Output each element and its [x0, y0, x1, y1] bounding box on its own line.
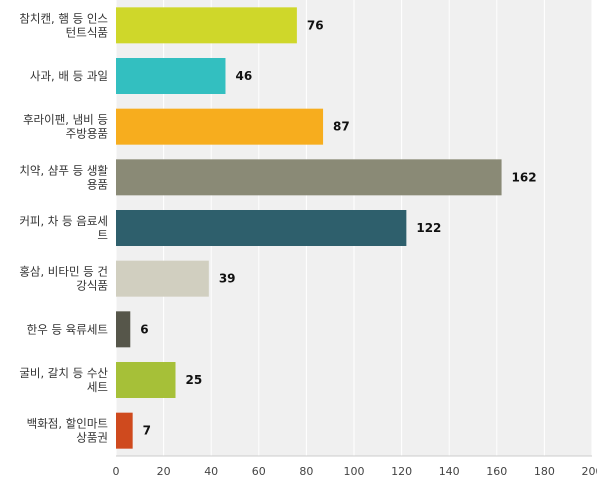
x-tick-labels: 0 20 40 60 80 100 120 140 160 180 200 — [113, 465, 597, 478]
bar — [116, 260, 209, 297]
category-label: 참치캔, 햄 등 인스 턴트식품 — [19, 11, 108, 39]
bar — [116, 7, 297, 44]
category-label: 커피, 차 등 음료세 트 — [19, 214, 108, 242]
bars — [116, 7, 502, 449]
value-labels: 76 46 87 162 122 39 6 25 7 — [140, 18, 536, 437]
x-tick-label: 40 — [204, 465, 218, 478]
value-label: 122 — [416, 221, 441, 235]
category-label: 후라이팬, 냄비 등 주방용품 — [23, 113, 108, 141]
category-label: 굴비, 갈치 등 수산 세트 — [19, 366, 108, 394]
bar — [116, 108, 324, 145]
x-tick-label: 200 — [582, 465, 597, 478]
x-tick-label: 20 — [157, 465, 171, 478]
value-label: 87 — [333, 120, 350, 134]
x-tick-label: 120 — [391, 465, 412, 478]
x-tick-label: 160 — [486, 465, 507, 478]
value-label: 162 — [512, 170, 537, 184]
bar — [116, 412, 133, 449]
x-tick-label: 100 — [344, 465, 365, 478]
category-label: 사과, 배 등 과일 — [30, 69, 108, 83]
bar — [116, 159, 502, 196]
value-label: 76 — [307, 18, 324, 32]
value-label: 7 — [143, 424, 151, 438]
value-label: 46 — [235, 69, 252, 83]
x-tick-label: 140 — [439, 465, 460, 478]
category-label: 백화점, 할인마트 상품권 — [27, 417, 108, 445]
bar — [116, 311, 131, 348]
value-label: 39 — [219, 272, 236, 286]
x-tick-label: 60 — [252, 465, 266, 478]
category-label: 홍삼, 비타민 등 건 강식품 — [19, 265, 108, 293]
bar — [116, 210, 407, 246]
category-label: 한우 등 육류세트 — [27, 322, 108, 336]
category-label: 치약, 샴푸 등 생활 용품 — [19, 163, 108, 191]
value-label: 25 — [186, 373, 203, 387]
bar — [116, 362, 176, 398]
x-tick-label: 80 — [299, 465, 313, 478]
x-tick-label: 0 — [113, 465, 120, 478]
x-tick-label: 180 — [534, 465, 555, 478]
value-label: 6 — [140, 322, 148, 336]
bar — [116, 58, 226, 94]
